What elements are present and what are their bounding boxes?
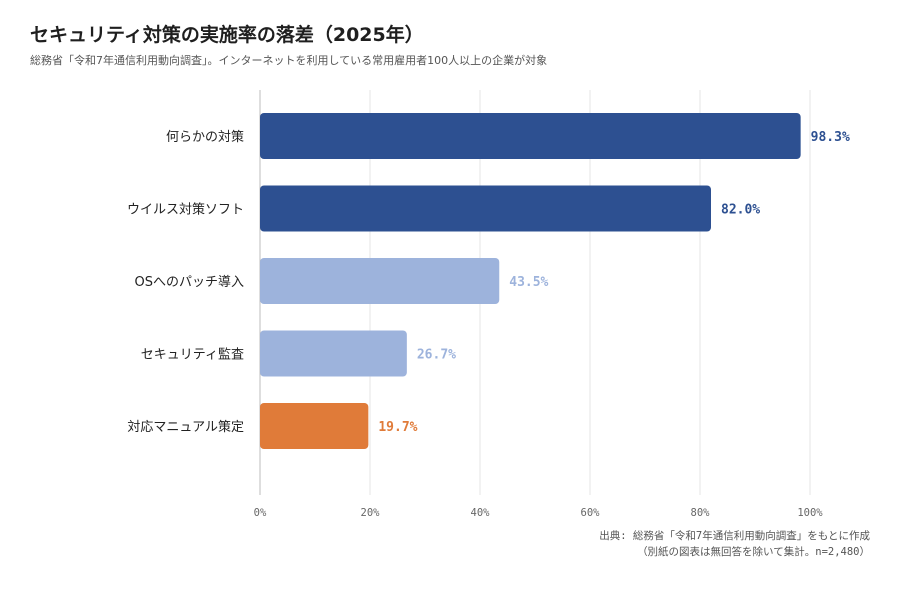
category-label: セキュリティ監査 (141, 347, 244, 363)
x-tick-label: 0% (254, 507, 267, 519)
x-tick-label: 20% (361, 507, 381, 519)
chart-title: セキュリティ対策の実施率の落差（2025年） (30, 24, 424, 46)
data-label: 43.5% (509, 275, 548, 290)
bar (260, 330, 407, 377)
x-tick-label: 100% (797, 507, 823, 519)
bar (260, 403, 369, 449)
x-tick-label: 60% (581, 507, 601, 519)
chart-subtitle: 総務省「令和7年通信利用動向調査」。インターネットを利用している常用雇用者100… (30, 54, 548, 67)
data-label: 82.0% (721, 203, 760, 218)
category-label: 何らかの対策 (166, 129, 244, 145)
x-tick-label: 40% (471, 507, 491, 519)
category-label: OSへのパッチ導入 (135, 275, 245, 290)
source-line-1: 出典: 総務省「令和7年通信利用動向調査」をもとに作成 (599, 530, 870, 542)
bar (260, 258, 500, 304)
category-label: 対応マニュアル策定 (127, 419, 244, 435)
data-label: 19.7% (378, 420, 417, 435)
bar (260, 185, 711, 232)
category-label: ウイルス対策ソフト (127, 202, 244, 218)
data-label: 26.7% (417, 348, 456, 363)
data-label: 98.3% (811, 130, 850, 145)
bar (260, 113, 801, 159)
source-note: 出典: 総務省「令和7年通信利用動向調査」をもとに作成 （別紙の図表は無回答を除… (599, 528, 870, 560)
x-tick-label: 80% (691, 507, 711, 519)
source-line-2: （別紙の図表は無回答を除いて集計。n=2,480） (637, 546, 870, 558)
